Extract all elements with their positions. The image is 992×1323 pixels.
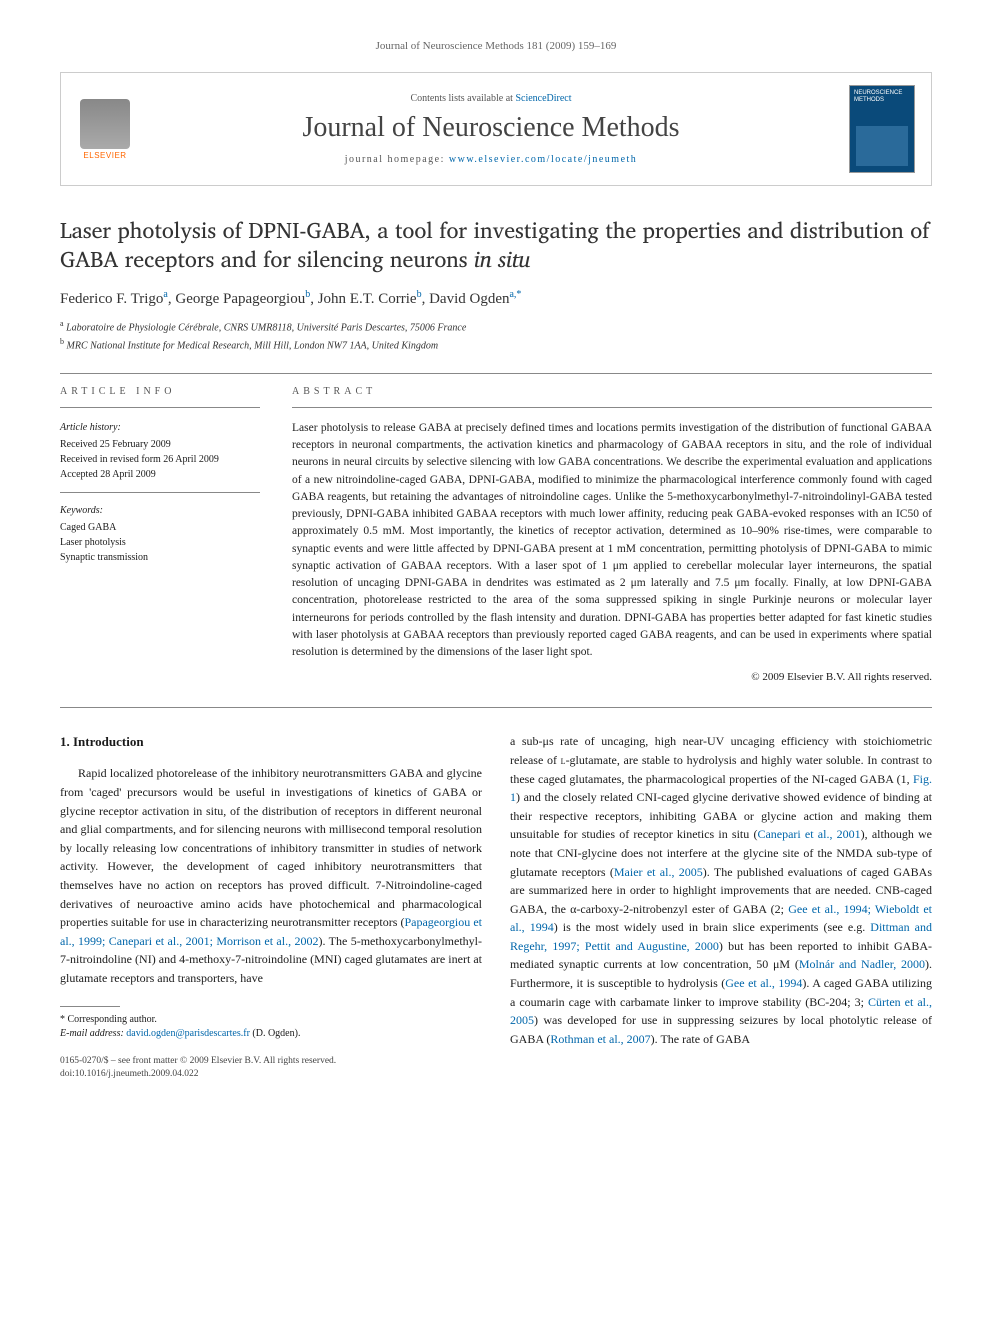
elsevier-tree-icon [80, 99, 130, 149]
abstract-text: Laser photolysis to release GABA at prec… [292, 420, 932, 662]
author-1-aff: a [163, 289, 167, 300]
journal-cover-thumbnail: NEUROSCIENCE METHODS [849, 85, 915, 173]
aff-b-sup: b [60, 337, 64, 346]
affiliation-a: a Laboratoire de Physiologie Cérébrale, … [60, 318, 932, 335]
footer-line-1: 0165-0270/$ – see front matter © 2009 El… [60, 1055, 482, 1068]
author-4: David Ogden [429, 291, 509, 307]
history-label: Article history: [60, 420, 260, 435]
article-info-column: article info Article history: Received 2… [60, 386, 260, 684]
ref-gee-1994b[interactable]: Gee et al., 1994 [725, 976, 802, 990]
right-column: a sub-μs rate of uncaging, high near-UV … [510, 732, 932, 1081]
r-t1f: ) is the most widely used in brain slice… [554, 920, 871, 934]
left-column: 1. Introduction Rapid localized photorel… [60, 732, 482, 1081]
corr-label: * Corresponding author. [60, 1013, 482, 1027]
article-title: Laser photolysis of DPNI-GABA, a tool fo… [60, 216, 932, 273]
masthead-center: Contents lists available at ScienceDirec… [149, 93, 833, 165]
body-two-column: 1. Introduction Rapid localized photorel… [60, 732, 932, 1081]
journal-title: Journal of Neuroscience Methods [149, 112, 833, 144]
article-history-block: Article history: Received 25 February 20… [60, 420, 260, 493]
author-4-aff: a,* [509, 289, 521, 300]
article-info-heading: article info [60, 386, 260, 397]
info-divider-1 [60, 407, 260, 408]
section-1-heading: 1. Introduction [60, 732, 482, 752]
section-number: 1. [60, 734, 70, 749]
intro-para-right: a sub-μs rate of uncaging, high near-UV … [510, 732, 932, 1048]
abstract-column: abstract Laser photolysis to release GAB… [292, 386, 932, 684]
r-t1b: -glutamate, are stable to hydrolysis and… [510, 753, 932, 786]
email-who: (D. Ogden). [250, 1028, 301, 1039]
footer-doi: doi:10.1016/j.jneumeth.2009.04.022 [60, 1068, 482, 1081]
homepage-link[interactable]: www.elsevier.com/locate/jneumeth [449, 154, 637, 165]
ref-maier-2005[interactable]: Maier et al., 2005 [614, 865, 703, 879]
aff-a-sup: a [60, 319, 64, 328]
divider-top [60, 373, 932, 374]
section-title: Introduction [73, 734, 144, 749]
corr-email-line: E-mail address: david.ogden@parisdescart… [60, 1027, 482, 1041]
history-revised: Received in revised form 26 April 2009 [60, 452, 260, 467]
info-abstract-row: article info Article history: Received 2… [60, 386, 932, 684]
corresponding-author-footnote: * Corresponding author. E-mail address: … [60, 1013, 482, 1041]
history-received: Received 25 February 2009 [60, 437, 260, 452]
keywords-block: Keywords: Caged GABA Laser photolysis Sy… [60, 503, 260, 575]
email-label: E-mail address: [60, 1028, 126, 1039]
ref-molnar-2000[interactable]: Molnár and Nadler, 2000 [799, 957, 925, 971]
author-3-aff: b [417, 289, 422, 300]
cover-thumb-image [856, 126, 908, 166]
author-3: John E.T. Corrie [318, 291, 417, 307]
left-text-1: Rapid localized photorelease of the inhi… [60, 766, 482, 929]
footnote-separator [60, 1006, 120, 1007]
abstract-divider [292, 407, 932, 408]
email-link[interactable]: david.ogden@parisdescartes.fr [126, 1028, 250, 1039]
title-italic: in situ [474, 241, 530, 277]
r-t1k: ). The rate of GABA [651, 1032, 750, 1046]
author-2-aff: b [305, 289, 310, 300]
author-1: Federico F. Trigo [60, 291, 163, 307]
publisher-name: ELSEVIER [83, 151, 126, 160]
sciencedirect-link[interactable]: ScienceDirect [515, 93, 571, 104]
author-2: George Papageorgiou [175, 291, 305, 307]
homepage-prefix: journal homepage: [345, 154, 449, 165]
contents-prefix: Contents lists available at [410, 93, 515, 104]
footer-copyright: 0165-0270/$ – see front matter © 2009 El… [60, 1055, 482, 1082]
publisher-logo: ELSEVIER [77, 95, 133, 163]
aff-b-text: MRC National Institute for Medical Resea… [67, 340, 439, 351]
abstract-copyright: © 2009 Elsevier B.V. All rights reserved… [292, 671, 932, 683]
keyword-2: Laser photolysis [60, 535, 260, 550]
homepage-line: journal homepage: www.elsevier.com/locat… [149, 154, 833, 165]
aff-a-text: Laboratoire de Physiologie Cérébrale, CN… [66, 323, 466, 334]
keyword-1: Caged GABA [60, 520, 260, 535]
affiliation-b: b MRC National Institute for Medical Res… [60, 336, 932, 353]
keywords-label: Keywords: [60, 503, 260, 518]
intro-para-left: Rapid localized photorelease of the inhi… [60, 764, 482, 987]
abstract-heading: abstract [292, 386, 932, 397]
contents-lists-line: Contents lists available at ScienceDirec… [149, 93, 833, 104]
running-header: Journal of Neuroscience Methods 181 (200… [60, 40, 932, 52]
journal-masthead: ELSEVIER Contents lists available at Sci… [60, 72, 932, 186]
history-accepted: Accepted 28 April 2009 [60, 467, 260, 482]
affiliations: a Laboratoire de Physiologie Cérébrale, … [60, 318, 932, 353]
author-list: Federico F. Trigoa, George Papageorgioub… [60, 289, 932, 308]
cover-thumb-label: NEUROSCIENCE METHODS [854, 90, 910, 103]
divider-bottom [60, 707, 932, 708]
keyword-3: Synaptic transmission [60, 550, 260, 565]
ref-canepari-2001[interactable]: Canepari et al., 2001 [757, 827, 860, 841]
ref-rothman-2007[interactable]: Rothman et al., 2007 [550, 1032, 650, 1046]
article-page: Journal of Neuroscience Methods 181 (200… [0, 0, 992, 1121]
